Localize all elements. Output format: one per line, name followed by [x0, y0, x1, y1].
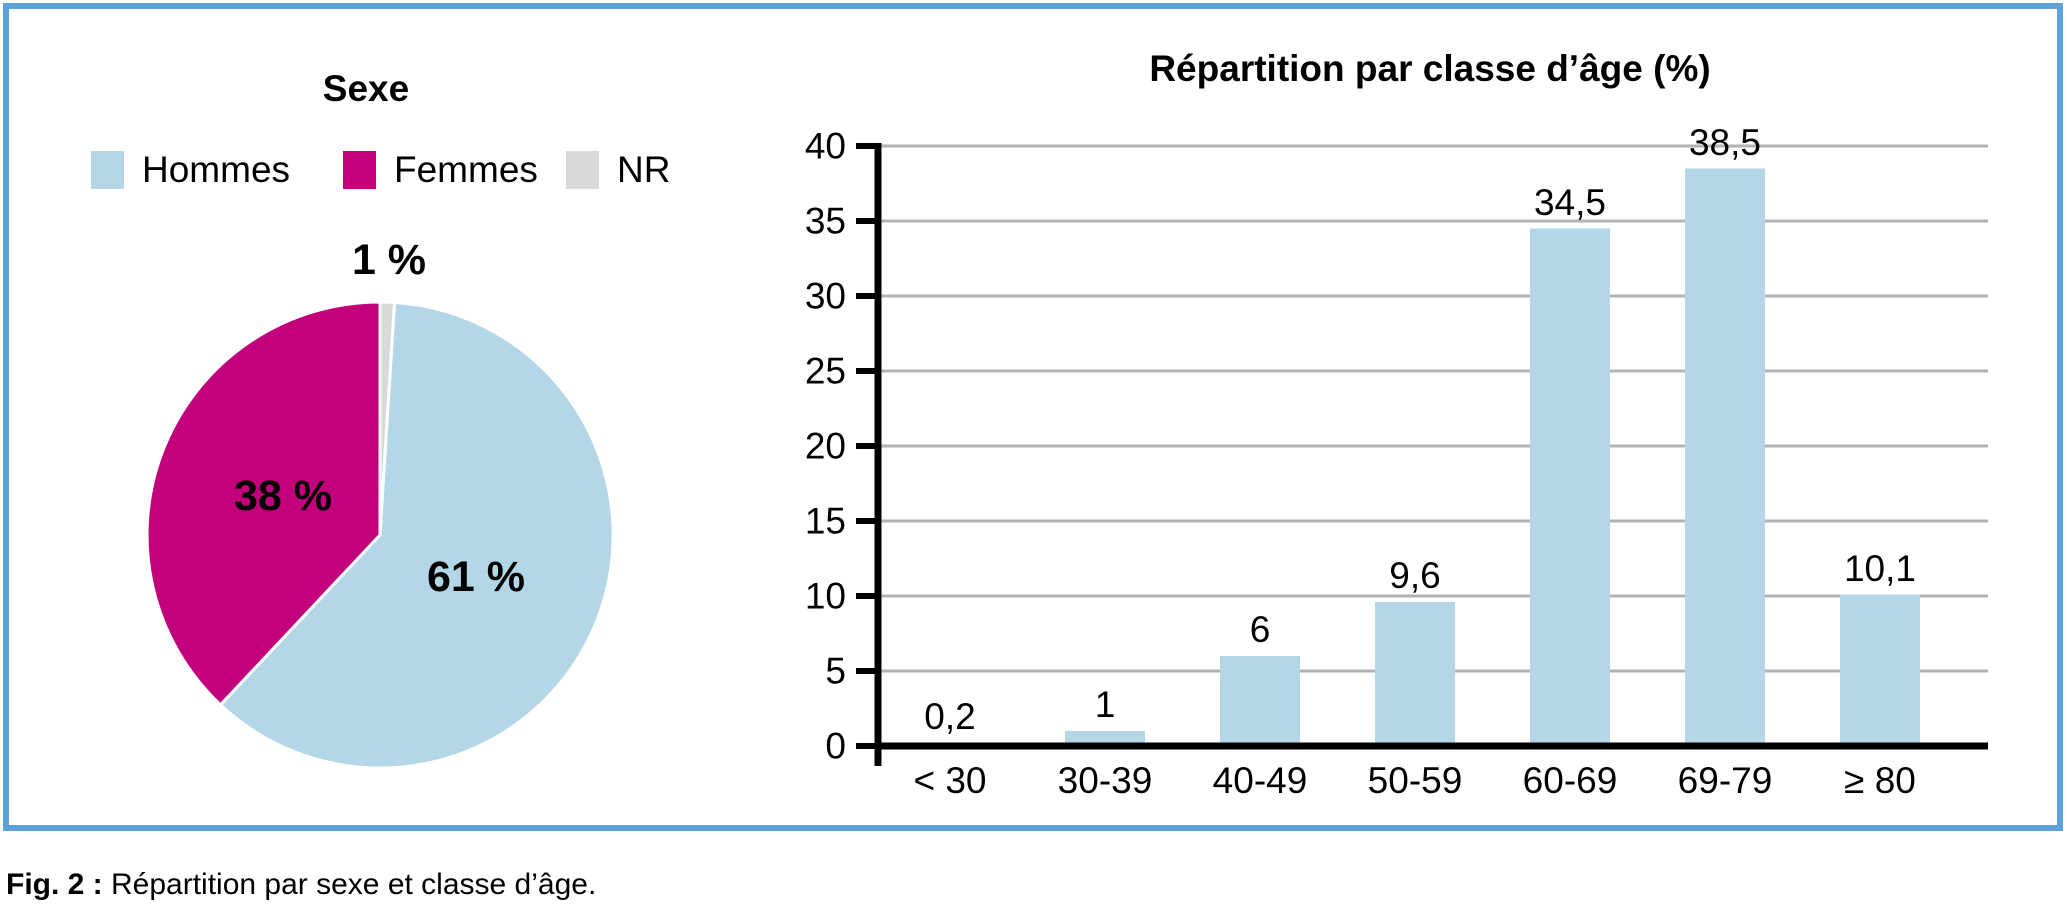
bar-value-label: 10,1	[1844, 548, 1916, 589]
x-category-label: ≥ 80	[1844, 760, 1916, 801]
bar-value-label: 34,5	[1534, 182, 1606, 223]
bar	[1065, 731, 1145, 746]
x-category-label: 40-49	[1213, 760, 1308, 801]
x-category-label: 30-39	[1058, 760, 1153, 801]
bar-value-label: 1	[1095, 684, 1116, 725]
x-category-label: 69-79	[1678, 760, 1773, 801]
figure-caption-text: Répartition par sexe et classe d’âge.	[111, 868, 597, 901]
bar-value-label: 6	[1250, 609, 1271, 650]
y-tick-label: 40	[805, 126, 846, 167]
y-tick-label: 5	[825, 651, 846, 692]
y-tick-label: 10	[805, 576, 846, 617]
bar	[1840, 594, 1920, 746]
bar-value-label: 9,6	[1389, 555, 1440, 596]
y-tick-label: 35	[805, 201, 846, 242]
bar-value-label: 38,5	[1689, 122, 1761, 163]
y-tick-label: 25	[805, 351, 846, 392]
y-tick-label: 20	[805, 426, 846, 467]
pie-slice-femmes	[145, 300, 382, 707]
x-category-label: 60-69	[1523, 760, 1618, 801]
bar-chart-title: Répartition par classe d’âge (%)	[1149, 48, 1711, 89]
pie-chart-title: Sexe	[322, 68, 410, 109]
legend-item-hommes: Hommes	[91, 151, 290, 189]
legend-label-femmes: Femmes	[394, 149, 538, 190]
y-tick-label: 0	[825, 726, 846, 767]
figure-caption-number: Fig. 2 :	[6, 868, 103, 901]
pie-slice-value-label: 61 %	[427, 553, 525, 601]
y-tick-label: 15	[805, 501, 846, 542]
pie-slice-hommes	[218, 300, 615, 770]
legend-swatch-femmes-icon	[343, 151, 376, 189]
pie-slice-value-label: 1 %	[352, 236, 426, 284]
legend-swatch-nr-icon	[566, 151, 599, 189]
legend-item-femmes: Femmes	[343, 151, 538, 189]
x-category-label: < 30	[913, 760, 986, 801]
bar	[1220, 656, 1300, 746]
bar	[1685, 168, 1765, 746]
legend-swatch-hommes-icon	[91, 151, 124, 189]
legend-item-nr: NR	[566, 151, 670, 189]
bar	[1375, 602, 1455, 746]
figure-caption: Fig. 2 : Répartition par sexe et classe …	[6, 868, 596, 902]
legend-label-hommes: Hommes	[142, 149, 291, 190]
bar-value-label: 0,2	[924, 696, 975, 737]
y-tick-label: 30	[805, 276, 846, 317]
legend-label-nr: NR	[617, 149, 671, 190]
x-category-label: 50-59	[1368, 760, 1463, 801]
pie-slice-value-label: 38 %	[234, 472, 332, 520]
bar	[1530, 228, 1610, 746]
